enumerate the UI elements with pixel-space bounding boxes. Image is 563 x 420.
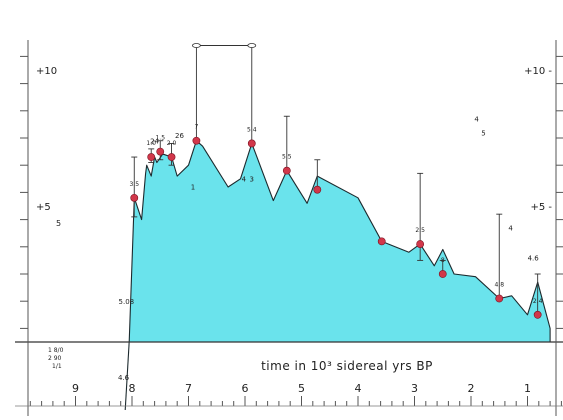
x-tick-label: 6 <box>242 382 249 395</box>
peak-label: 1.0 <box>146 140 156 147</box>
peak-label: 7 <box>194 124 198 131</box>
series-area <box>128 140 551 343</box>
bracket-end <box>192 43 201 48</box>
y-tick-label-left: +10 <box>36 66 57 77</box>
left-small-label: 5 <box>56 219 61 228</box>
peak-point <box>192 136 201 145</box>
annotation-label: 4 <box>474 116 479 124</box>
annotation-label: 24 <box>150 137 159 145</box>
y-tick-label-right: +10 - <box>524 66 552 77</box>
peak-label: 2.0 <box>167 140 177 147</box>
bracket-end <box>247 43 257 48</box>
left-small-label: 1/1 <box>52 363 62 370</box>
y-tick-label-left: +5 <box>36 202 51 213</box>
annotation-label: 5.08 <box>119 298 135 306</box>
annotation-label: 4 <box>508 224 513 232</box>
y-tick-label-right: +5 - <box>530 202 552 213</box>
peak-label: 3.5 <box>129 181 139 188</box>
x-tick-label: 4 <box>355 382 362 395</box>
peak-point <box>313 185 322 194</box>
x-tick-label: 5 <box>298 382 305 395</box>
x-tick-label: 2 <box>468 382 475 395</box>
peak-point <box>438 270 447 278</box>
x-tick-label: 9 <box>72 382 79 395</box>
annotation-label: 3 <box>250 176 254 184</box>
peak-point <box>130 193 139 202</box>
x-tick-label: 3 <box>411 382 418 395</box>
x-tick-label: 7 <box>185 382 192 395</box>
annotation-label: 4 <box>242 176 247 184</box>
peak-point <box>495 294 504 303</box>
annotation-label: 26 <box>175 132 184 140</box>
annotation-label: 4.6 <box>528 254 540 262</box>
x-tick-label: 8 <box>129 382 136 395</box>
peak-point <box>167 153 176 161</box>
annotation-label: 5 <box>481 129 485 137</box>
peak-label: 8 <box>441 257 445 264</box>
peak-point <box>147 153 156 161</box>
peak-point <box>247 139 256 148</box>
peak-label: 1.5 <box>155 135 165 142</box>
peak-label: 4.8 <box>494 281 504 288</box>
annotation-label: 1 <box>191 184 195 192</box>
peak-point <box>156 147 165 156</box>
peak-label: 2.5 <box>415 227 425 234</box>
left-small-label: 1 8/0 <box>48 347 64 354</box>
peak-label: 2.4 <box>533 298 543 305</box>
peak-point <box>416 240 425 248</box>
peak-point <box>533 310 542 319</box>
annotation-label: 4.6 <box>118 374 130 382</box>
peak-label: 5.5 <box>282 154 292 161</box>
x-axis-label: time in 10³ sidereal yrs BP <box>261 359 433 373</box>
peak-label: 5.4 <box>247 126 257 133</box>
rise-edge-line <box>124 341 130 411</box>
peak-point <box>282 166 291 175</box>
peak-point <box>377 237 386 246</box>
left-small-label: 2 90 <box>48 355 62 362</box>
x-tick-label: 1 <box>524 382 531 395</box>
